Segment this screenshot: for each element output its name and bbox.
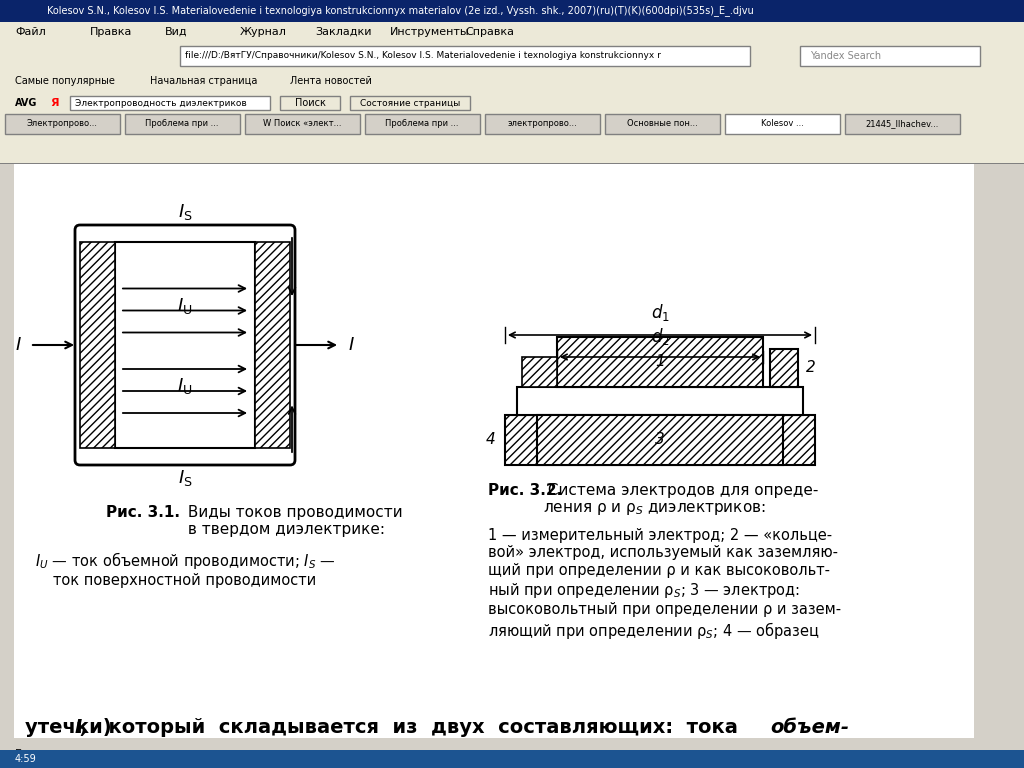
Text: Виды токов проводимости
 в твердом диэлектрике:: Виды токов проводимости в твердом диэлек… <box>183 505 402 538</box>
Bar <box>517 387 803 415</box>
Text: электропрово...: электропрово... <box>507 120 577 128</box>
Text: Вид: Вид <box>165 27 187 37</box>
Text: Проблема при ...: Проблема при ... <box>385 120 459 128</box>
Text: Я: Я <box>50 98 58 108</box>
Text: Журнал: Журнал <box>240 27 287 37</box>
Text: $I_\mathrm{S}$: $I_\mathrm{S}$ <box>177 202 193 222</box>
Bar <box>725 114 840 134</box>
Text: $I_\mathrm{U}$: $I_\mathrm{U}$ <box>177 296 193 316</box>
Text: 2: 2 <box>806 360 816 376</box>
Bar <box>800 46 980 66</box>
Bar <box>14 164 974 738</box>
Bar <box>0 163 1024 164</box>
FancyBboxPatch shape <box>75 225 295 465</box>
Text: Основные пон...: Основные пон... <box>627 120 697 128</box>
Text: Начальная страница: Начальная страница <box>150 76 257 86</box>
Bar <box>70 96 270 110</box>
Text: Поиск: Поиск <box>295 98 326 108</box>
Text: Yandex Search: Yandex Search <box>810 51 881 61</box>
Bar <box>0 114 1024 136</box>
Bar <box>0 136 1024 164</box>
Text: утечки): утечки) <box>25 718 125 737</box>
Text: Kolesov S.N., Kolesov I.S. Materialovedenie i texnologiya konstrukcionnyx materi: Kolesov S.N., Kolesov I.S. Materialovede… <box>47 5 754 16</box>
Bar <box>505 415 815 465</box>
Text: I,: I, <box>75 718 90 737</box>
Text: который  складывается  из  двух  составляющих:  тока: который складывается из двух составляющи… <box>95 718 752 737</box>
Bar <box>180 46 750 66</box>
Bar <box>245 114 360 134</box>
Text: Проблема при ...: Проблема при ... <box>145 120 219 128</box>
Bar <box>975 164 993 738</box>
Text: W Поиск «элект...: W Поиск «элект... <box>263 120 341 128</box>
Text: $I_\mathrm{S}$: $I_\mathrm{S}$ <box>177 468 193 488</box>
Bar <box>125 114 240 134</box>
Text: Рис. 3.2.: Рис. 3.2. <box>488 483 562 498</box>
Text: Правка: Правка <box>90 27 132 37</box>
Text: 4: 4 <box>485 432 495 448</box>
Bar <box>0 750 1024 768</box>
Text: 21445_Ilhachev...: 21445_Ilhachev... <box>865 120 939 128</box>
Text: Закладки: Закладки <box>315 27 372 37</box>
Bar <box>280 96 340 110</box>
Bar <box>115 242 255 448</box>
Bar <box>365 114 480 134</box>
Text: Готово: Готово <box>15 749 55 759</box>
Text: 1: 1 <box>655 355 665 369</box>
Text: 4:59: 4:59 <box>15 754 37 764</box>
Text: Инструменты: Инструменты <box>390 27 470 37</box>
Text: Лента новостей: Лента новостей <box>290 76 372 86</box>
Text: $d_2$: $d_2$ <box>650 326 670 347</box>
Text: AVG: AVG <box>15 98 37 108</box>
Bar <box>0 740 1024 768</box>
Bar <box>557 337 763 387</box>
Bar <box>0 92 1024 114</box>
Bar <box>537 415 783 465</box>
Text: file:///D:/ВятГУ/Справочники/Kolesov S.N., Kolesov I.S. Materialovedenie i texno: file:///D:/ВятГУ/Справочники/Kolesov S.N… <box>185 51 660 61</box>
Bar <box>5 114 120 134</box>
Text: 1 — измерительный электрод; 2 — «кольце-
вой» электрод, используемый как заземля: 1 — измерительный электрод; 2 — «кольце-… <box>488 528 841 641</box>
Text: Kolesov ...: Kolesov ... <box>761 120 804 128</box>
Bar <box>80 242 115 448</box>
Text: $d_1$: $d_1$ <box>650 302 670 323</box>
Text: Электропрово...: Электропрово... <box>27 120 97 128</box>
Text: $I$: $I$ <box>15 336 22 354</box>
Text: $I_\mathrm{U}$: $I_\mathrm{U}$ <box>177 376 193 396</box>
Bar <box>770 349 798 387</box>
Text: $I_U$ — ток объемной проводимости; $I_S$ —
ток поверхностной проводимости: $I_U$ — ток объемной проводимости; $I_S$… <box>35 550 335 588</box>
Bar <box>485 114 600 134</box>
Text: Файл: Файл <box>15 27 46 37</box>
Text: Справка: Справка <box>465 27 514 37</box>
Bar <box>0 42 1024 70</box>
Bar <box>255 242 290 448</box>
Text: $I$: $I$ <box>348 336 355 354</box>
Text: Самые популярные: Самые популярные <box>15 76 115 86</box>
Bar <box>0 0 1024 22</box>
Text: Состояние страницы: Состояние страницы <box>360 98 460 108</box>
Text: Рис. 3.1.: Рис. 3.1. <box>106 505 180 520</box>
Text: объем-: объем- <box>770 718 849 737</box>
Bar <box>0 70 1024 92</box>
Text: Электропроводность диэлектриков: Электропроводность диэлектриков <box>75 98 247 108</box>
Bar <box>605 114 720 134</box>
Bar <box>522 357 557 387</box>
Bar <box>845 114 961 134</box>
Bar <box>350 96 470 110</box>
Text: Система электродов для опреде-
ления ρ и ρ$_S$ диэлектриков:: Система электродов для опреде- ления ρ и… <box>543 483 818 518</box>
Text: 3: 3 <box>655 432 665 448</box>
Bar <box>0 22 1024 42</box>
